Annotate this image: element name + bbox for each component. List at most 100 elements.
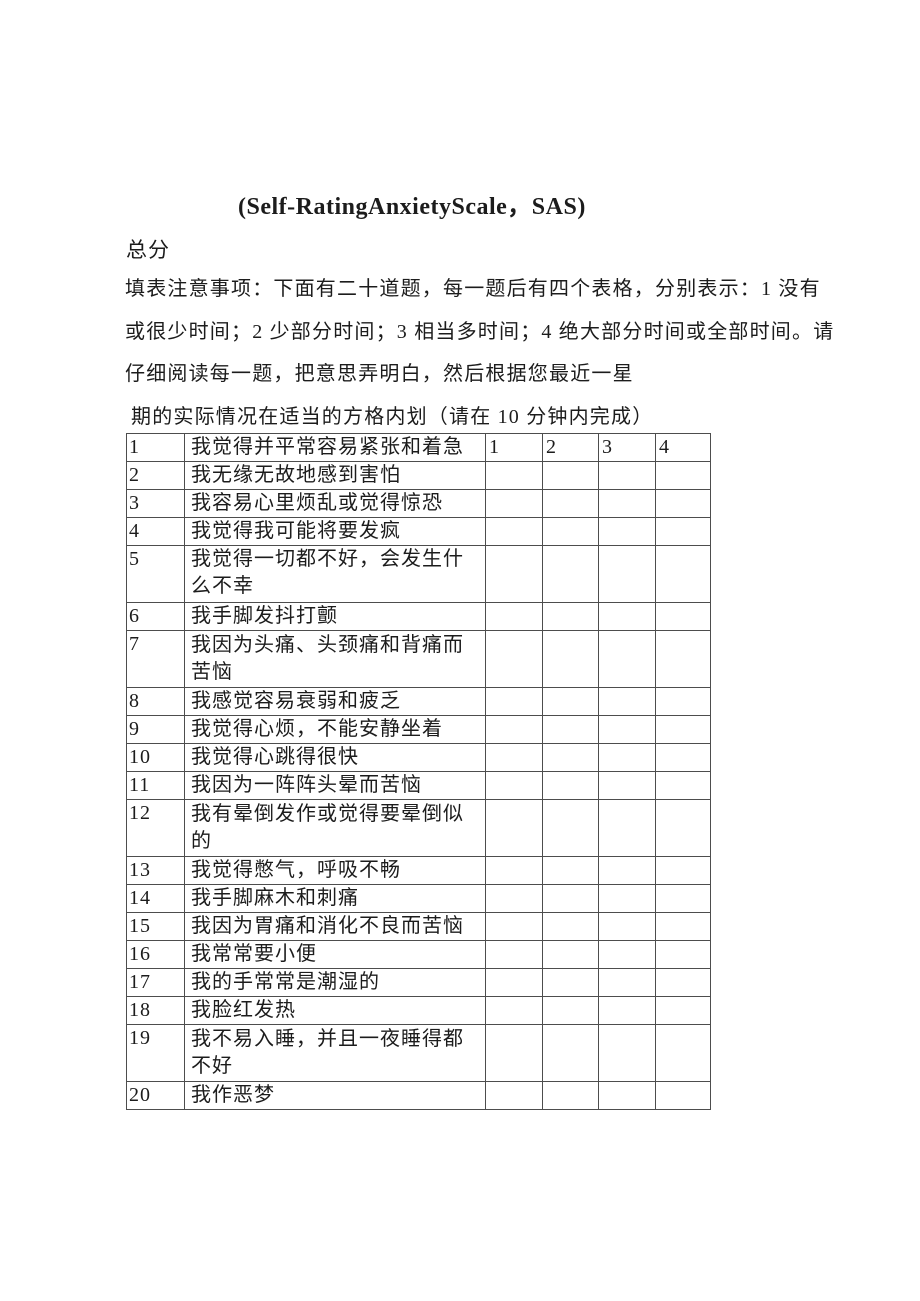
answer-cell-3[interactable] <box>598 715 656 744</box>
question-text-cell: 我觉得并平常容易紧张和着急 <box>184 433 486 462</box>
table-row: 4 我觉得我可能将要发疯 <box>126 517 711 546</box>
answer-cell-1[interactable] <box>485 799 543 857</box>
answer-cell-4[interactable] <box>655 940 711 969</box>
answer-cell-2[interactable] <box>542 743 599 772</box>
answer-cell-3[interactable] <box>598 1024 656 1082</box>
answer-cell-1[interactable] <box>485 489 543 518</box>
answer-cell-4[interactable] <box>655 1081 711 1110</box>
answer-cell-1[interactable] <box>485 715 543 744</box>
answer-cell-2[interactable] <box>542 771 599 800</box>
question-number-cell: 9 <box>126 715 185 744</box>
question-text-cell: 我手脚麻木和刺痛 <box>184 884 486 913</box>
answer-cell-2[interactable] <box>542 461 599 490</box>
question-text-cell: 我作恶梦 <box>184 1081 486 1110</box>
answer-cell-3[interactable] <box>598 687 656 716</box>
answer-cell-1[interactable] <box>485 461 543 490</box>
instruction-line: 仔细阅读每一题，把意思弄明白，然后根据您最近一星 <box>125 363 634 385</box>
answer-cell-2[interactable] <box>542 489 599 518</box>
answer-cell-2[interactable] <box>542 687 599 716</box>
answer-cell-1[interactable] <box>485 602 543 631</box>
answer-cell-2[interactable] <box>542 545 599 603</box>
answer-cell-4[interactable] <box>655 461 711 490</box>
answer-cell-4[interactable] <box>655 912 711 941</box>
question-number-cell: 13 <box>126 856 185 885</box>
answer-cell-2[interactable] <box>542 856 599 885</box>
answer-cell-2[interactable] <box>542 1081 599 1110</box>
answer-cell-4[interactable] <box>655 856 711 885</box>
question-number-cell: 17 <box>126 968 185 997</box>
answer-cell-4[interactable] <box>655 743 711 772</box>
answer-cell-4[interactable] <box>655 1024 711 1082</box>
answer-cell-2[interactable] <box>542 517 599 546</box>
answer-cell-1[interactable] <box>485 545 543 603</box>
answer-cell-4[interactable] <box>655 489 711 518</box>
question-number-cell: 11 <box>126 771 185 800</box>
answer-cell-3[interactable] <box>598 940 656 969</box>
answer-cell-2[interactable] <box>542 630 599 688</box>
answer-cell-3[interactable] <box>598 630 656 688</box>
answer-cell-1[interactable] <box>485 968 543 997</box>
answer-cell-1[interactable] <box>485 687 543 716</box>
question-number-cell: 20 <box>126 1081 185 1110</box>
answer-cell-3[interactable] <box>598 771 656 800</box>
answer-cell-3[interactable] <box>598 856 656 885</box>
answer-cell-3[interactable] <box>598 799 656 857</box>
answer-cell-2[interactable] <box>542 996 599 1025</box>
answer-cell-2[interactable]: 2 <box>542 433 599 462</box>
answer-cell-1[interactable] <box>485 1024 543 1082</box>
answer-cell-3[interactable] <box>598 602 656 631</box>
answer-cell-4[interactable] <box>655 715 711 744</box>
answer-cell-4[interactable] <box>655 517 711 546</box>
question-text-cell: 我觉得憋气，呼吸不畅 <box>184 856 486 885</box>
answer-cell-3[interactable] <box>598 1081 656 1110</box>
answer-cell-3[interactable]: 3 <box>598 433 656 462</box>
answer-cell-2[interactable] <box>542 602 599 631</box>
answer-cell-2[interactable] <box>542 799 599 857</box>
answer-cell-2[interactable] <box>542 715 599 744</box>
answer-cell-3[interactable] <box>598 912 656 941</box>
table-row: 10 我觉得心跳得很快 <box>126 743 711 772</box>
answer-cell-4[interactable] <box>655 884 711 913</box>
answer-cell-3[interactable] <box>598 461 656 490</box>
answer-cell-2[interactable] <box>542 940 599 969</box>
question-text-cell: 我觉得心烦，不能安静坐着 <box>184 715 486 744</box>
answer-cell-1[interactable] <box>485 630 543 688</box>
answer-cell-4[interactable] <box>655 602 711 631</box>
instruction-line: 或很少时间；2 少部分时间；3 相当多时间；4 绝大部分时间或全部时间。请 <box>125 320 835 343</box>
answer-cell-1[interactable] <box>485 884 543 913</box>
answer-cell-4[interactable] <box>655 630 711 688</box>
answer-cell-4[interactable] <box>655 545 711 603</box>
answer-cell-2[interactable] <box>542 968 599 997</box>
answer-cell-4[interactable] <box>655 799 711 857</box>
answer-cell-4[interactable] <box>655 687 711 716</box>
answer-cell-3[interactable] <box>598 489 656 518</box>
answer-cell-1[interactable] <box>485 856 543 885</box>
answer-cell-4[interactable]: 4 <box>655 433 711 462</box>
answer-cell-1[interactable]: 1 <box>485 433 543 462</box>
answer-cell-3[interactable] <box>598 996 656 1025</box>
questionnaire-table-body: 1 我觉得并平常容易紧张和着急 1 2 3 4 2 我无缘无故地感到害怕 3 我容易心里烦乱或觉得… <box>126 433 711 1110</box>
answer-cell-3[interactable] <box>598 545 656 603</box>
answer-cell-2[interactable] <box>542 912 599 941</box>
answer-cell-1[interactable] <box>485 940 543 969</box>
question-text-cell: 我手脚发抖打颤 <box>184 602 486 631</box>
answer-cell-2[interactable] <box>542 884 599 913</box>
answer-cell-4[interactable] <box>655 968 711 997</box>
answer-cell-2[interactable] <box>542 1024 599 1082</box>
answer-cell-4[interactable] <box>655 771 711 800</box>
answer-cell-3[interactable] <box>598 884 656 913</box>
answer-cell-3[interactable] <box>598 517 656 546</box>
answer-cell-1[interactable] <box>485 517 543 546</box>
answer-cell-3[interactable] <box>598 743 656 772</box>
answer-cell-3[interactable] <box>598 968 656 997</box>
answer-cell-1[interactable] <box>485 996 543 1025</box>
question-text-cell: 我脸红发热 <box>184 996 486 1025</box>
question-text-cell: 我常常要小便 <box>184 940 486 969</box>
answer-cell-1[interactable] <box>485 743 543 772</box>
answer-cell-1[interactable] <box>485 912 543 941</box>
answer-cell-1[interactable] <box>485 771 543 800</box>
answer-cell-1[interactable] <box>485 1081 543 1110</box>
table-row: 8 我感觉容易衰弱和疲乏 <box>126 687 711 716</box>
answer-cell-4[interactable] <box>655 996 711 1025</box>
